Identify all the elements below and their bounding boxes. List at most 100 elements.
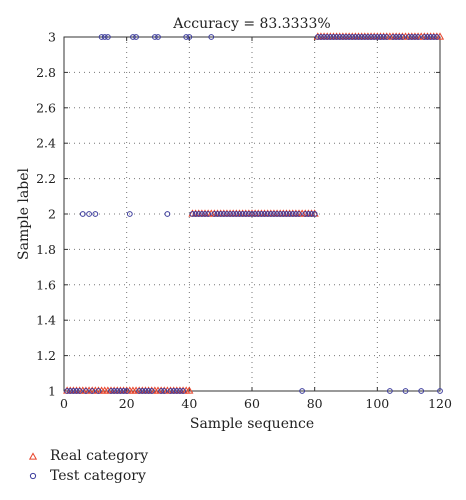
legend-item-test-category: Test category (29, 468, 146, 484)
test-category-point (264, 211, 271, 217)
test-category-point (361, 34, 368, 40)
test-category-point (377, 34, 384, 40)
y-tick-label: 1.2 (36, 348, 56, 363)
test-category-point (155, 34, 161, 40)
test-category-point (92, 211, 99, 217)
x-axis-title: Sample sequence (190, 416, 314, 432)
test-category-point (123, 388, 130, 394)
test-category-point (437, 388, 443, 394)
test-category-point (299, 388, 306, 394)
test-category-point (130, 34, 136, 40)
test-category-point (126, 211, 133, 217)
y-tick-label: 2.2 (36, 171, 56, 186)
test-category-point (70, 388, 77, 394)
test-category-point (239, 211, 246, 217)
test-category-point (346, 34, 353, 40)
test-category-point (186, 34, 193, 40)
test-category-point (98, 34, 105, 40)
test-category-point (368, 34, 374, 40)
test-category-point (205, 211, 212, 217)
test-category-point (267, 211, 274, 217)
test-category-point (158, 388, 165, 394)
x-tick-label: 80 (307, 396, 323, 411)
test-category-point (399, 34, 406, 40)
test-category-point (292, 211, 299, 217)
legend: Real category Test category (28, 448, 148, 484)
test-category-point (343, 34, 349, 40)
test-category-point (365, 34, 371, 40)
test-category-point (430, 34, 437, 40)
test-category-point (148, 388, 155, 394)
test-category-point (393, 34, 400, 40)
test-category-point (286, 211, 293, 217)
legend-marker-real-category (28, 452, 38, 460)
test-category-point (198, 211, 205, 217)
test-category-point (374, 34, 381, 40)
test-category-point (330, 34, 337, 40)
test-category-point (258, 211, 265, 217)
test-category-point (274, 211, 280, 217)
test-category-point (324, 34, 331, 40)
test-category-point (202, 211, 208, 217)
test-category-point (217, 211, 224, 217)
test-category-point (405, 34, 412, 40)
test-category-point (408, 34, 415, 40)
real-category-point (185, 386, 194, 394)
test-category-point (67, 388, 74, 394)
test-category-point (86, 211, 92, 217)
y-tick-label: 2.8 (36, 65, 56, 80)
test-category-point (433, 34, 440, 40)
axes: 0 20 40 60 80 100 120 1 1.2 1.4 1.6 1.8 2 2.2 2.4 2.6 2.… (36, 30, 452, 412)
test-category-point (192, 211, 199, 217)
test-category-point (173, 388, 180, 394)
test-category-point (339, 34, 346, 40)
test-category-point (280, 211, 287, 217)
y-tick-label: 1 (48, 384, 56, 399)
test-category-point (380, 34, 387, 40)
test-category-point (358, 34, 365, 40)
test-category-point (321, 34, 327, 40)
gridlines (64, 37, 440, 391)
test-category-point (161, 388, 168, 394)
test-category-point (83, 388, 89, 394)
test-category-point (76, 388, 83, 394)
test-category-point (396, 34, 403, 40)
x-tick-label: 20 (119, 396, 135, 411)
test-category-point (383, 34, 390, 40)
test-category-point (227, 211, 233, 217)
test-category-point (195, 211, 202, 217)
test-category-point (111, 388, 118, 394)
test-category-point (108, 388, 114, 394)
y-tick-label: 2.4 (36, 136, 56, 151)
x-tick-label: 60 (244, 396, 260, 411)
test-category-point (224, 211, 230, 217)
test-category-point (390, 34, 396, 40)
legend-item-real-category: Real category (28, 448, 148, 464)
test-category-point (311, 211, 318, 217)
test-category-point (89, 388, 96, 394)
test-category-point (424, 34, 431, 40)
test-category-point (352, 34, 359, 40)
test-category-point (117, 388, 124, 394)
test-category-point (177, 388, 183, 394)
test-category-point (95, 388, 102, 394)
x-tick-label: 100 (365, 396, 389, 411)
x-tick-label: 0 (60, 396, 68, 411)
test-category-point (133, 34, 139, 40)
test-category-point (211, 211, 218, 217)
test-category-point (252, 211, 259, 217)
test-category-point (236, 211, 243, 217)
real-category-point (435, 32, 445, 40)
test-category-point (164, 211, 171, 217)
test-category-point (283, 211, 290, 217)
test-category-point (145, 388, 152, 394)
test-category-point (220, 211, 227, 217)
test-category-point (336, 34, 343, 40)
test-category-point (136, 388, 143, 394)
test-category-point (142, 388, 149, 394)
y-tick-label: 1.4 (36, 313, 56, 328)
test-category-point (386, 388, 393, 394)
test-category-point (180, 388, 186, 394)
test-category-point (289, 211, 296, 217)
